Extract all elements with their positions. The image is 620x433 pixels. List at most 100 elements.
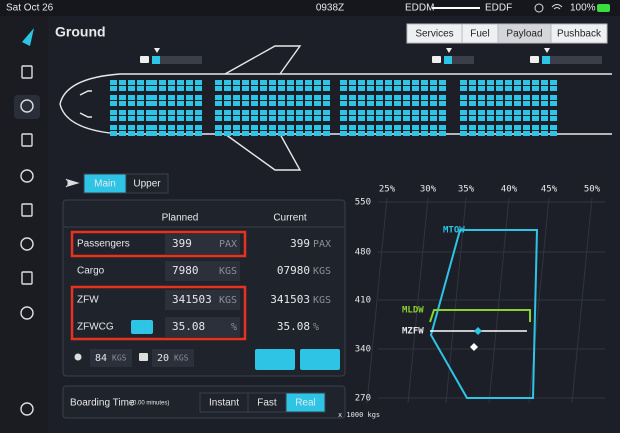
seat xyxy=(460,86,467,91)
input-field[interactable] xyxy=(165,234,240,254)
seat xyxy=(394,101,401,106)
load-button[interactable] xyxy=(300,349,340,370)
seat xyxy=(195,101,202,106)
seat xyxy=(251,80,258,85)
input-field[interactable] xyxy=(165,261,240,281)
bag-weight: 20 xyxy=(157,353,169,364)
seat xyxy=(278,131,285,136)
seat xyxy=(278,116,285,121)
nav-icon xyxy=(20,169,34,183)
seat xyxy=(287,125,294,130)
nav-button[interactable] xyxy=(14,198,40,222)
seat xyxy=(478,80,485,85)
seat xyxy=(487,131,494,136)
seat xyxy=(541,116,548,121)
input-field[interactable] xyxy=(165,317,240,337)
row-label: ZFWCG xyxy=(77,322,114,333)
seat xyxy=(358,86,365,91)
deck-tab[interactable] xyxy=(125,173,169,194)
seat xyxy=(505,86,512,91)
seat xyxy=(146,86,153,91)
seat xyxy=(541,125,548,130)
seat xyxy=(305,116,312,121)
seat xyxy=(394,125,401,130)
seat xyxy=(260,116,267,121)
shuffle-button[interactable] xyxy=(131,320,153,334)
seat xyxy=(251,116,258,121)
seat xyxy=(349,110,356,115)
column-header: Current xyxy=(273,213,307,224)
deck-tab-label: Upper xyxy=(133,179,161,190)
person-icon xyxy=(74,353,82,361)
seat xyxy=(385,86,392,91)
boarding-option[interactable] xyxy=(285,392,326,413)
nav-button[interactable] xyxy=(14,266,40,290)
seat xyxy=(251,86,258,91)
seat xyxy=(128,116,135,121)
seat xyxy=(224,110,231,115)
seat xyxy=(349,80,356,85)
input-field[interactable] xyxy=(152,349,194,367)
seat xyxy=(439,125,446,130)
seat xyxy=(186,95,193,100)
seat xyxy=(150,86,157,91)
seat xyxy=(430,101,437,106)
seat xyxy=(367,116,374,121)
seat xyxy=(403,86,410,91)
seat xyxy=(505,131,512,136)
seat xyxy=(439,95,446,100)
seat xyxy=(305,110,312,115)
seat xyxy=(177,80,184,85)
boarding-option-label: Real xyxy=(295,398,316,409)
seat xyxy=(340,80,347,85)
seat xyxy=(168,125,175,130)
seat xyxy=(421,131,428,136)
seat xyxy=(278,101,285,106)
settings-nav-icon xyxy=(20,402,34,416)
nav-button[interactable] xyxy=(14,94,40,118)
seat xyxy=(412,95,419,100)
seat xyxy=(550,80,557,85)
seat xyxy=(550,125,557,130)
input-field[interactable] xyxy=(90,349,132,367)
seat xyxy=(287,131,294,136)
nav-button[interactable] xyxy=(14,60,40,84)
seat xyxy=(159,95,166,100)
input-field[interactable] xyxy=(165,290,240,310)
nav-button[interactable] xyxy=(14,301,40,325)
tab[interactable] xyxy=(550,23,608,44)
date: Sat Oct 26 xyxy=(6,3,54,14)
seat xyxy=(460,116,467,121)
wings xyxy=(224,45,302,171)
seat xyxy=(367,80,374,85)
seat xyxy=(323,131,330,136)
swap-button[interactable] xyxy=(255,349,295,370)
seat xyxy=(150,125,157,130)
seat xyxy=(430,131,437,136)
seat xyxy=(195,110,202,115)
nav-button[interactable] xyxy=(14,232,40,256)
seat xyxy=(505,80,512,85)
seat xyxy=(128,125,135,130)
nav-button[interactable] xyxy=(14,164,40,188)
nav-button[interactable] xyxy=(14,128,40,152)
seat xyxy=(532,95,539,100)
seat xyxy=(242,86,249,91)
x-axis-label: 40% xyxy=(501,185,518,195)
seat xyxy=(358,125,365,130)
tow-marker xyxy=(470,343,478,351)
zfw-marker xyxy=(474,327,482,335)
deck-tab-label: Main xyxy=(94,179,116,190)
seat xyxy=(514,125,521,130)
nav-icon xyxy=(20,306,34,320)
planned-unit: % xyxy=(231,322,237,333)
seat xyxy=(358,116,365,121)
time: 0938Z xyxy=(316,3,344,14)
seat xyxy=(430,125,437,130)
seat xyxy=(195,80,202,85)
planned-unit: KGS xyxy=(219,295,237,306)
seat xyxy=(215,80,222,85)
seat xyxy=(541,86,548,91)
boarding-option-label: Fast xyxy=(257,398,277,409)
